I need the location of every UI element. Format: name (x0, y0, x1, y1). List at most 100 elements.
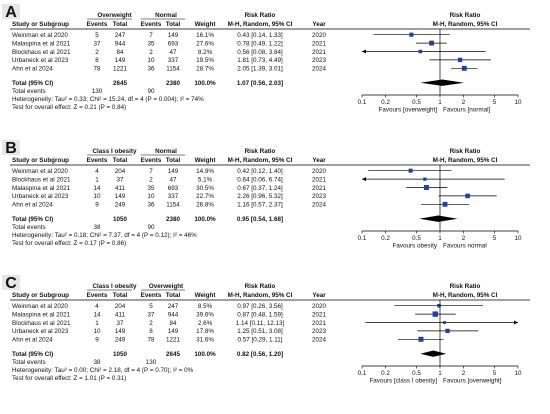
x-tick-label: 10 (514, 235, 522, 242)
study-weight: 8.2% (198, 49, 213, 56)
events-group1: 9 (95, 202, 99, 209)
col-header-plot: M-H, Random, 95% CI (433, 21, 498, 28)
x-tick-label: 1 (438, 235, 442, 242)
total-group2: 1154 (166, 202, 180, 209)
study-rr-ci: 0.42 [0.12, 1.40] (237, 168, 283, 175)
study-row: Weinman et al 2020 5 247 7 149 16.1% 0.43 [0.1… (12, 32, 450, 39)
total-group2: 247 (168, 303, 179, 310)
col-header-events2: Events (141, 21, 162, 28)
x-tick-label: 2 (462, 370, 466, 377)
total-group1: 411 (115, 185, 126, 192)
total-n-group2: 2645 (166, 351, 181, 358)
events-group2: 36 (147, 202, 155, 209)
total-group1: 149 (115, 57, 126, 64)
total-group2: 1154 (166, 66, 180, 73)
study-year: 2021 (312, 320, 327, 327)
col-header-events1: Events (87, 292, 108, 299)
study-weight: 2.6% (198, 320, 213, 327)
point-estimate-marker (418, 49, 423, 54)
total-n-group1: 1050 (113, 351, 128, 358)
x-tick-label: 5 (493, 370, 497, 377)
study-year: 2021 (312, 185, 327, 192)
point-estimate-marker (437, 303, 441, 308)
col-header-total1: Total (113, 157, 128, 164)
group1-header: Class I obesity (92, 283, 137, 290)
study-row: Blockhaus et al 2021 1 37 2 47 5.1% 0.64 [0.06… (12, 176, 505, 183)
ci-arrow-left (362, 49, 366, 54)
overall-effect-test: Test for overall effect: Z = 0.17 (P = 0… (12, 240, 126, 247)
total-rr-ci: 1.07 [0.56, 2.03] (237, 80, 283, 87)
total-group2: 149 (168, 32, 179, 39)
total-group1: 247 (115, 32, 126, 39)
study-weight: 28.7% (196, 66, 214, 73)
study-name: Malaspina et al 2021 (12, 311, 71, 318)
study-weight: 26.8% (196, 202, 214, 209)
total-group2: 337 (168, 193, 179, 200)
total-events-group2: 90 (147, 88, 155, 95)
panel-label-badge (2, 4, 20, 19)
total-group2: 47 (169, 49, 177, 56)
total-events-label: Total events (12, 224, 46, 231)
total-n-group1: 2645 (113, 80, 128, 87)
favours-left-label: Favours [overweight] (379, 107, 438, 114)
study-year: 2023 (312, 328, 327, 335)
study-weight: 5.1% (198, 176, 213, 183)
events-group1: 2 (95, 49, 99, 56)
x-tick-label: 0.5 (412, 235, 421, 242)
total-n-group1: 1050 (113, 216, 128, 223)
total-group1: 944 (115, 40, 126, 47)
study-row: Malaspina et al 2021 14 411 37 944 39.6% 0.87 … (12, 311, 456, 318)
total-events-group2: 130 (146, 359, 157, 366)
events-group1: 14 (93, 311, 101, 318)
study-weight: 31.6% (196, 337, 214, 344)
study-rr-ci: 0.43 [0.14, 1.33] (237, 32, 283, 39)
x-tick-label: 0.1 (358, 99, 367, 106)
study-name: Urbaneck et al 2023 (12, 328, 69, 335)
group2-header: Normal (155, 148, 177, 155)
events-group1: 4 (95, 303, 99, 310)
study-row: Ahn et al 2024 78 1221 36 1154 28.7% 2.05 [1.3… (12, 66, 478, 73)
study-weight: 16.1% (196, 32, 214, 39)
heterogeneity-stats: Heterogeneity: Tau² = 0.00; Chi² = 2.18,… (12, 367, 194, 374)
x-tick-label: 10 (514, 99, 522, 106)
x-tick-label: 0.5 (412, 99, 421, 106)
study-year: 2021 (312, 40, 327, 47)
events-group1: 37 (93, 40, 101, 47)
total-group1: 249 (115, 337, 126, 344)
pooled-estimate-diamond (420, 350, 447, 357)
pooled-estimate-diamond (420, 79, 464, 86)
ci-arrow-right (514, 320, 518, 325)
events-group1: 4 (95, 168, 99, 175)
x-tick-label: 2 (462, 99, 466, 106)
total-n-group2: 2380 (166, 216, 181, 223)
col-header-total2: Total (166, 157, 181, 164)
col-header-study: Study or Subgroup (12, 292, 69, 299)
study-rr-ci: 2.26 [0.96, 5.32] (237, 193, 283, 200)
group1-header: Class I obesity (92, 148, 137, 155)
overall-effect-test: Test for overall effect: Z = 1.01 (P = 0… (12, 375, 126, 382)
x-tick-label: 5 (493, 99, 497, 106)
col-header-plot: M-H, Random, 95% CI (433, 292, 498, 299)
x-tick-label: 1 (438, 99, 442, 106)
study-name: Ahn et al 2024 (12, 202, 53, 209)
study-name: Blockhaus et al 2021 (12, 176, 71, 183)
point-estimate-marker (423, 185, 429, 190)
col-header-rr: M-H, Random, 95% CI (228, 292, 293, 299)
study-name: Ahn et al 2024 (12, 337, 53, 344)
total-group2: 47 (169, 176, 177, 183)
study-year: 2021 (312, 311, 327, 318)
point-estimate-marker (423, 177, 427, 181)
col-header-weight: Weight (195, 157, 217, 164)
total-events-group1: 38 (93, 359, 101, 366)
events-group2: 7 (149, 32, 153, 39)
total-group1: 37 (116, 176, 124, 183)
study-row: Weinman et al 2020 4 204 7 149 14.9% 0.42 [0.1… (12, 168, 452, 175)
total-group1: 149 (115, 193, 126, 200)
study-row: Urbaneck et al 2023 10 149 10 337 22.7% 2.26 [… (12, 193, 497, 200)
ci-arrow-left (362, 177, 366, 182)
events-group2: 2 (149, 320, 153, 327)
total-weight: 100.0% (194, 80, 216, 87)
total-label: Total (95% CI) (12, 80, 53, 87)
